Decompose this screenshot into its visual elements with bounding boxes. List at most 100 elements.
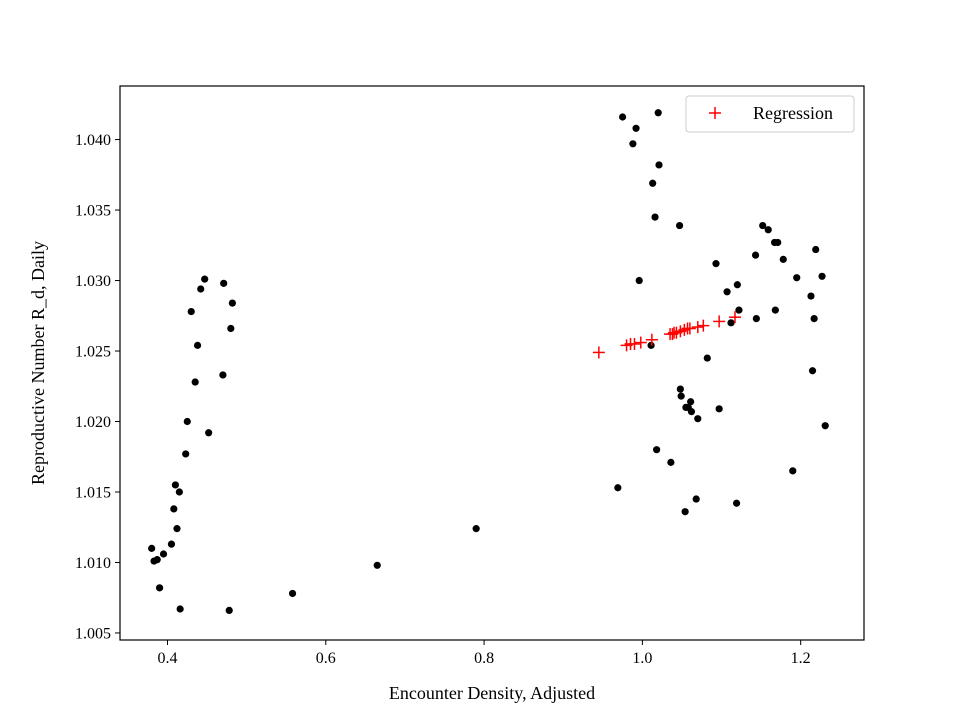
observation-point: [183, 417, 191, 426]
observation-point: [159, 550, 168, 558]
regression-point: [678, 323, 691, 336]
observation-point: [732, 499, 741, 507]
observation-point: [288, 589, 297, 598]
x-tick-label: 1.2: [791, 650, 811, 667]
observation-point: [723, 288, 731, 296]
observation-point: [812, 245, 820, 254]
observation-point: [764, 226, 772, 234]
observation-point: [176, 605, 184, 613]
observation-point: [653, 446, 661, 454]
observation-point: [715, 405, 723, 413]
observation-point: [793, 274, 801, 282]
observation-point: [654, 109, 662, 117]
x-tick-label: 0.4: [157, 650, 177, 667]
x-tick-label: 0.6: [316, 650, 336, 667]
observation-point: [175, 488, 183, 496]
y-tick-label: 1.030: [75, 273, 111, 290]
y-axis-label: Reproductive Number R_d, Daily: [28, 241, 48, 485]
regression-point: [634, 336, 647, 349]
observation-point: [810, 314, 818, 323]
observation-point: [677, 392, 685, 400]
y-axis-ticks: 1.005 1.010 1.015 1.020 1.025 1.030 1.035 1.040: [75, 132, 120, 642]
observation-point: [655, 161, 663, 169]
observation-point: [681, 508, 689, 516]
observation-point: [148, 544, 156, 552]
x-axis-label: Encounter Density, Adjusted: [389, 683, 595, 703]
observation-point: [752, 314, 760, 323]
observation-point: [733, 281, 741, 289]
observation-point: [759, 221, 767, 230]
observation-point: [225, 606, 233, 614]
observation-point: [818, 272, 826, 280]
regression-point: [697, 319, 710, 332]
observation-point: [807, 292, 815, 300]
legend-box: [685, 95, 855, 133]
y-tick-label: 1.025: [75, 344, 111, 361]
observation-point: [182, 450, 190, 458]
regression-point: [592, 346, 605, 359]
observation-point: [687, 408, 696, 416]
observation-point: [219, 371, 227, 379]
observation-point: [373, 561, 381, 569]
regression-point: [728, 311, 741, 324]
observation-point: [649, 179, 657, 187]
observation-point: [694, 415, 702, 423]
observation-point: [647, 341, 655, 349]
observation-point: [618, 113, 627, 121]
data-points: [148, 109, 829, 614]
observation-point: [675, 221, 684, 230]
observation-point: [197, 285, 205, 293]
observation-point: [153, 556, 161, 564]
observation-point: [472, 525, 480, 533]
x-tick-label: 1.0: [632, 650, 652, 667]
observation-point: [171, 481, 180, 489]
observation-point: [751, 251, 760, 259]
y-tick-label: 1.020: [75, 414, 111, 431]
observation-point: [227, 324, 235, 333]
observation-point: [774, 238, 782, 247]
observation-point: [170, 505, 178, 513]
x-tick-label: 0.8: [474, 650, 494, 667]
observation-point: [771, 306, 779, 314]
observation-point: [167, 540, 176, 548]
observation-point: [220, 279, 228, 287]
observation-point: [632, 124, 640, 132]
plot-area-frame: [119, 85, 865, 641]
observation-point: [687, 398, 695, 406]
y-tick-label: 1.005: [75, 625, 111, 642]
legend-label-regression: Regression: [753, 103, 833, 123]
regression-point: [628, 337, 641, 350]
observation-point: [614, 484, 622, 492]
observation-point: [651, 213, 659, 221]
observation-point: [727, 319, 735, 327]
y-tick-label: 1.015: [75, 484, 111, 501]
observation-point: [173, 525, 181, 533]
regression-point: [691, 321, 704, 334]
observation-point: [712, 260, 720, 268]
legend-plus-marker: [709, 107, 721, 119]
observation-point: [667, 458, 675, 466]
observation-point: [735, 306, 743, 314]
observation-point: [789, 467, 797, 475]
regression-point: [713, 315, 726, 328]
x-axis-ticks: 0.4 0.6 0.8 1.0 1.2: [157, 640, 811, 667]
observation-point: [191, 378, 199, 386]
y-tick-label: 1.035: [75, 203, 111, 220]
y-tick-label: 1.010: [75, 555, 111, 572]
observation-point: [676, 385, 684, 393]
observation-point: [228, 299, 236, 307]
observation-point: [201, 275, 209, 283]
observation-point: [808, 367, 817, 375]
observation-point: [187, 307, 195, 316]
observation-point: [703, 354, 711, 362]
observation-point: [155, 584, 164, 592]
observation-point: [821, 422, 829, 430]
observation-point: [629, 140, 637, 148]
observation-point: [205, 429, 213, 437]
y-tick-label: 1.040: [75, 132, 111, 149]
legend: Regression: [685, 95, 855, 133]
observation-point: [779, 255, 787, 263]
regression-point: [645, 333, 658, 346]
regression-point: [683, 322, 696, 335]
